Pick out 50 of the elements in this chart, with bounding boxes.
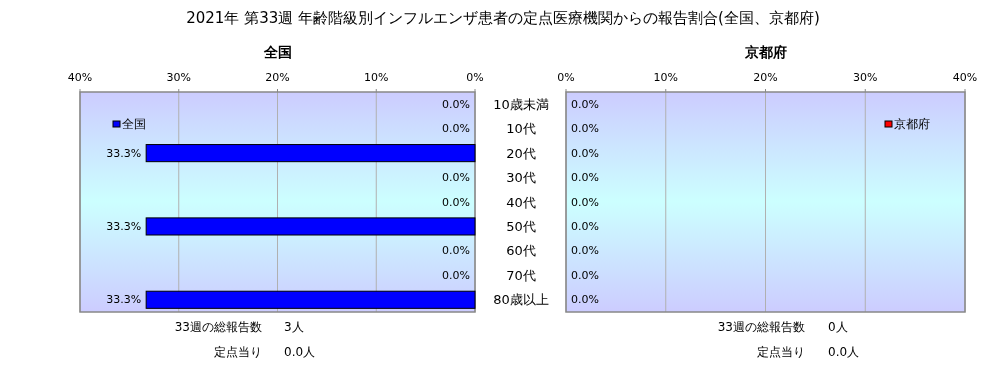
data-label: 0.0%: [571, 122, 599, 136]
x-tick-label: 40%: [67, 70, 93, 84]
data-label: 0.0%: [571, 195, 599, 209]
data-label: 0.0%: [442, 195, 470, 209]
x-tick-label: 10%: [364, 70, 389, 84]
x-tick-label: 0%: [557, 70, 575, 84]
x-tick-label: 0%: [466, 70, 484, 84]
text: 3人: [284, 320, 304, 334]
y-tick-label: 10代: [506, 121, 536, 137]
text: 33週の総報告数: [717, 320, 805, 334]
data-label: 0.0%: [571, 146, 599, 160]
y-tick-label: 30代: [506, 170, 536, 186]
data-label: 0.0%: [442, 171, 470, 185]
data-label: 0.0%: [442, 122, 470, 136]
legend-label: 全国: [122, 117, 146, 131]
y-tick-label: 10歳未満: [493, 96, 549, 112]
y-tick-label: 40代: [506, 194, 536, 210]
legend-label: 京都府: [894, 117, 930, 131]
text: 33週の総報告数: [174, 320, 262, 334]
y-tick-label: 20代: [506, 145, 536, 161]
chart-title: 京都府: [743, 44, 787, 60]
data-label: 33.3%: [106, 293, 142, 307]
data-label: 0.0%: [442, 268, 470, 282]
text: 0.0人: [284, 345, 316, 359]
y-tick-label: 50代: [506, 218, 536, 234]
data-label: 0.0%: [571, 219, 599, 233]
y-tick-label: 70代: [506, 267, 536, 283]
text: 定点当り: [214, 345, 262, 359]
data-label: 0.0%: [571, 171, 599, 185]
text: 0.0人: [828, 345, 860, 359]
x-tick-label: 20%: [265, 70, 290, 84]
chart-title: 2021年 第33週 年齢階級別インフルエンザ患者の定点医療機関からの報告割合(全国、京都府): [186, 9, 820, 27]
x-tick-label: 40%: [952, 70, 978, 84]
x-tick-label: 30%: [853, 70, 878, 84]
data-label: 0.0%: [571, 244, 599, 258]
text: 0人: [828, 320, 848, 334]
text: 定点当り: [757, 345, 805, 359]
x-tick-label: 10%: [653, 70, 678, 84]
y-tick-label: 60代: [506, 243, 536, 259]
data-label: 0.0%: [571, 97, 599, 111]
data-label: 33.3%: [106, 219, 142, 233]
data-label: 0.0%: [442, 97, 470, 111]
y-tick-label: 80歳以上: [493, 292, 549, 308]
x-tick-label: 30%: [166, 70, 191, 84]
chart-subtitle: 全国: [262, 44, 292, 60]
data-label: 0.0%: [571, 268, 599, 282]
data-label: 0.0%: [571, 293, 599, 307]
data-label: 0.0%: [442, 244, 470, 258]
x-tick-label: 20%: [753, 70, 778, 84]
data-label: 33.3%: [106, 146, 142, 160]
